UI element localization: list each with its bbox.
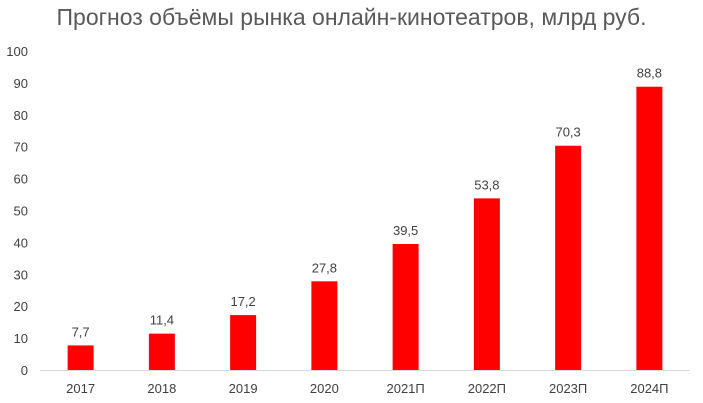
y-tick-label: 90: [14, 76, 28, 91]
data-label: 39,5: [393, 223, 418, 238]
y-tick-label: 20: [14, 299, 28, 314]
bar: [473, 198, 500, 370]
bar: [555, 145, 582, 370]
y-tick-label: 40: [14, 235, 28, 250]
y-tick-label: 100: [6, 44, 28, 59]
bar: [636, 86, 663, 370]
bar: [148, 333, 175, 370]
x-tick-label: 2019: [229, 381, 258, 396]
bar: [392, 243, 419, 370]
x-tick-label: 2017: [66, 381, 95, 396]
x-tick-label: 2023П: [549, 381, 587, 396]
chart-title: Прогноз объёмы рынка онлайн-кинотеатров,…: [56, 4, 647, 30]
bar: [67, 345, 94, 370]
data-label: 7,7: [72, 324, 90, 339]
x-tick-label: 2018: [147, 381, 176, 396]
y-tick-label: 30: [14, 267, 28, 282]
data-label: 11,4: [150, 313, 174, 328]
bar: [230, 315, 257, 370]
data-label: 27,8: [312, 260, 337, 275]
x-tick-label: 2021П: [386, 381, 424, 396]
x-tick-label: 2024П: [630, 381, 668, 396]
bar: [311, 281, 338, 370]
y-tick-label: 80: [14, 108, 28, 123]
y-tick-label: 0: [21, 363, 28, 378]
data-label: 17,2: [230, 294, 255, 309]
y-tick-label: 70: [14, 140, 28, 155]
data-label: 70,3: [555, 125, 580, 140]
data-label: 88,8: [637, 66, 662, 81]
y-tick-label: 10: [14, 331, 28, 346]
y-tick-label: 60: [14, 172, 28, 187]
data-label: 53,8: [474, 177, 499, 192]
x-tick-label: 2020: [310, 381, 339, 396]
y-tick-label: 50: [14, 204, 28, 219]
x-tick-label: 2022П: [468, 381, 506, 396]
